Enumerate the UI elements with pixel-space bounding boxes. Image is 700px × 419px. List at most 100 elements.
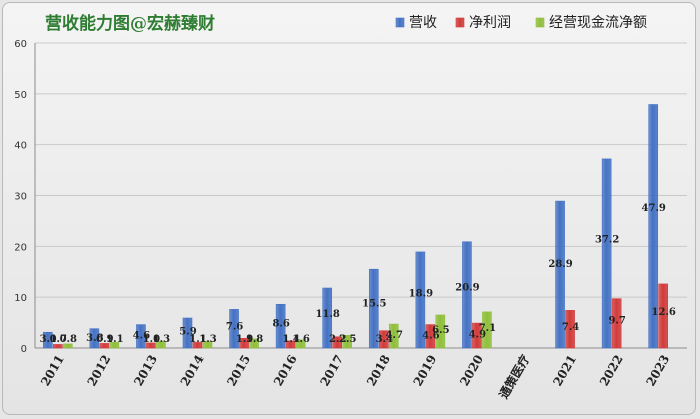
data-label: 1.6	[292, 334, 309, 345]
x-tick-label: 2020	[457, 353, 486, 389]
x-tick-label: 通策医疗	[496, 352, 533, 401]
bar-net-profit	[378, 330, 389, 349]
bar-revenue	[601, 158, 612, 349]
data-label: 1.3	[153, 334, 170, 345]
bar-revenue	[368, 268, 379, 349]
data-label: 0.7	[50, 334, 67, 345]
data-label: 1.3	[199, 334, 216, 345]
bar-revenue	[229, 309, 239, 349]
data-label: 4.9	[469, 330, 486, 341]
data-label: 1.1	[106, 334, 123, 345]
bar-revenue	[275, 303, 286, 349]
bar-net-profit	[239, 338, 249, 349]
data-label: 2.5	[339, 334, 356, 345]
legend-label: 净利润	[469, 15, 511, 31]
bar-net-profit	[52, 344, 63, 349]
data-label: 3.8	[86, 333, 103, 344]
data-label: 15.5	[362, 298, 386, 309]
x-tick-label: 2021	[550, 353, 579, 389]
data-label: 1.0	[143, 334, 160, 345]
bar-net-profit	[472, 322, 482, 349]
bar-operating-cash-flow	[249, 338, 259, 349]
data-label: 1.1	[189, 334, 206, 345]
data-label: 2.2	[329, 334, 346, 345]
x-tick-label: 2011	[38, 353, 67, 389]
bar-net-profit	[192, 342, 203, 349]
bar-operating-cash-flow	[482, 311, 492, 349]
bar-revenue	[182, 317, 193, 349]
data-label: 4.7	[386, 330, 403, 341]
bar-operating-cash-flow	[342, 334, 353, 349]
bar-revenue	[555, 200, 565, 349]
data-label: 1.4	[282, 334, 299, 345]
chart-frame: 营收能力图@宏赫臻财 0 10 20 30 40 50 60 3.1 0.7 0.8 3.8 0.9…	[2, 2, 696, 415]
bar-revenue	[89, 328, 100, 349]
data-label: 37.2	[595, 234, 619, 245]
x-tick-label: 2014	[178, 353, 207, 389]
legend-swatch	[395, 17, 405, 28]
bar-operating-cash-flow	[435, 314, 446, 349]
data-label: 7.4	[562, 322, 579, 333]
x-tick-label: 2023	[643, 353, 672, 389]
bar-operating-cash-flow	[62, 343, 73, 349]
x-tick-label: 2019	[411, 353, 440, 389]
data-label: 5.9	[179, 327, 196, 338]
data-label: 0.8	[60, 334, 77, 345]
chart-svg: 营收能力图@宏赫臻财 0 10 20 30 40 50 60 3.10.70.8 3.80.9…	[14, 13, 687, 401]
bar-net-profit	[285, 340, 296, 349]
y-tick-label: 20	[14, 242, 27, 253]
y-tick-label: 40	[14, 141, 27, 152]
y-tick-label: 10	[14, 293, 27, 304]
bar-revenue	[462, 241, 472, 349]
data-label: 47.9	[642, 203, 666, 214]
bar-net-profit	[565, 310, 575, 349]
bar-operating-cash-flow	[388, 323, 399, 349]
bar-net-profit	[658, 283, 669, 349]
legend-swatch	[535, 17, 545, 28]
data-label: 11.8	[316, 309, 340, 320]
bar-operating-cash-flow	[109, 342, 120, 349]
bar-net-profit	[425, 324, 436, 349]
bar-net-profit	[99, 343, 110, 349]
y-tick-label: 0	[21, 344, 27, 355]
data-label: 7.6	[226, 322, 243, 333]
bar-revenue	[415, 251, 426, 349]
grid-lines	[35, 42, 687, 349]
bar-operating-cash-flow	[156, 341, 166, 349]
bar-revenue	[322, 287, 333, 349]
legend: 营收 净利润 经营现金流净额	[395, 15, 647, 31]
data-label: 3.1	[40, 334, 57, 345]
data-label: 18.9	[409, 288, 433, 299]
data-label: 28.9	[548, 259, 572, 270]
data-label: 0.9	[96, 334, 113, 345]
x-tick-label: 2016	[271, 353, 300, 389]
data-label: 1.9	[236, 334, 253, 345]
x-tick-label: 2013	[131, 353, 160, 389]
data-label: 6.5	[432, 325, 449, 336]
legend-label: 经营现金流净额	[549, 15, 647, 31]
bar-net-profit	[611, 298, 622, 349]
data-label: 7.1	[479, 323, 496, 334]
bar-operating-cash-flow	[295, 339, 306, 349]
x-tick-label: 2022	[597, 353, 626, 389]
legend-swatch	[455, 17, 465, 28]
bar-revenue	[136, 324, 146, 349]
y-tick-label: 50	[14, 90, 27, 101]
y-axis: 0 10 20 30 40 50 60	[14, 39, 36, 355]
data-labels: 3.10.70.8 3.80.91.1 4.61.01.35.91.11.37.61…	[40, 203, 676, 345]
data-label: 1.8	[246, 334, 263, 345]
data-label: 4.6	[133, 330, 150, 341]
x-tick-label: 2017	[317, 353, 346, 389]
data-label: 12.6	[652, 307, 676, 318]
x-tick-label: 2015	[224, 353, 253, 389]
data-label: 4.6	[422, 330, 439, 341]
bar-revenue	[42, 331, 53, 349]
y-tick-label: 60	[14, 39, 27, 50]
bar-net-profit	[332, 336, 343, 349]
x-axis: 2011 2012 2013 2014 2015 2016 2017 2018 2019 2020…	[38, 352, 672, 401]
bar-revenue	[648, 104, 659, 349]
data-label: 8.6	[272, 319, 289, 330]
x-tick-label: 2018	[364, 353, 393, 389]
x-tick-label: 2012	[85, 353, 114, 389]
bar-operating-cash-flow	[202, 341, 213, 349]
